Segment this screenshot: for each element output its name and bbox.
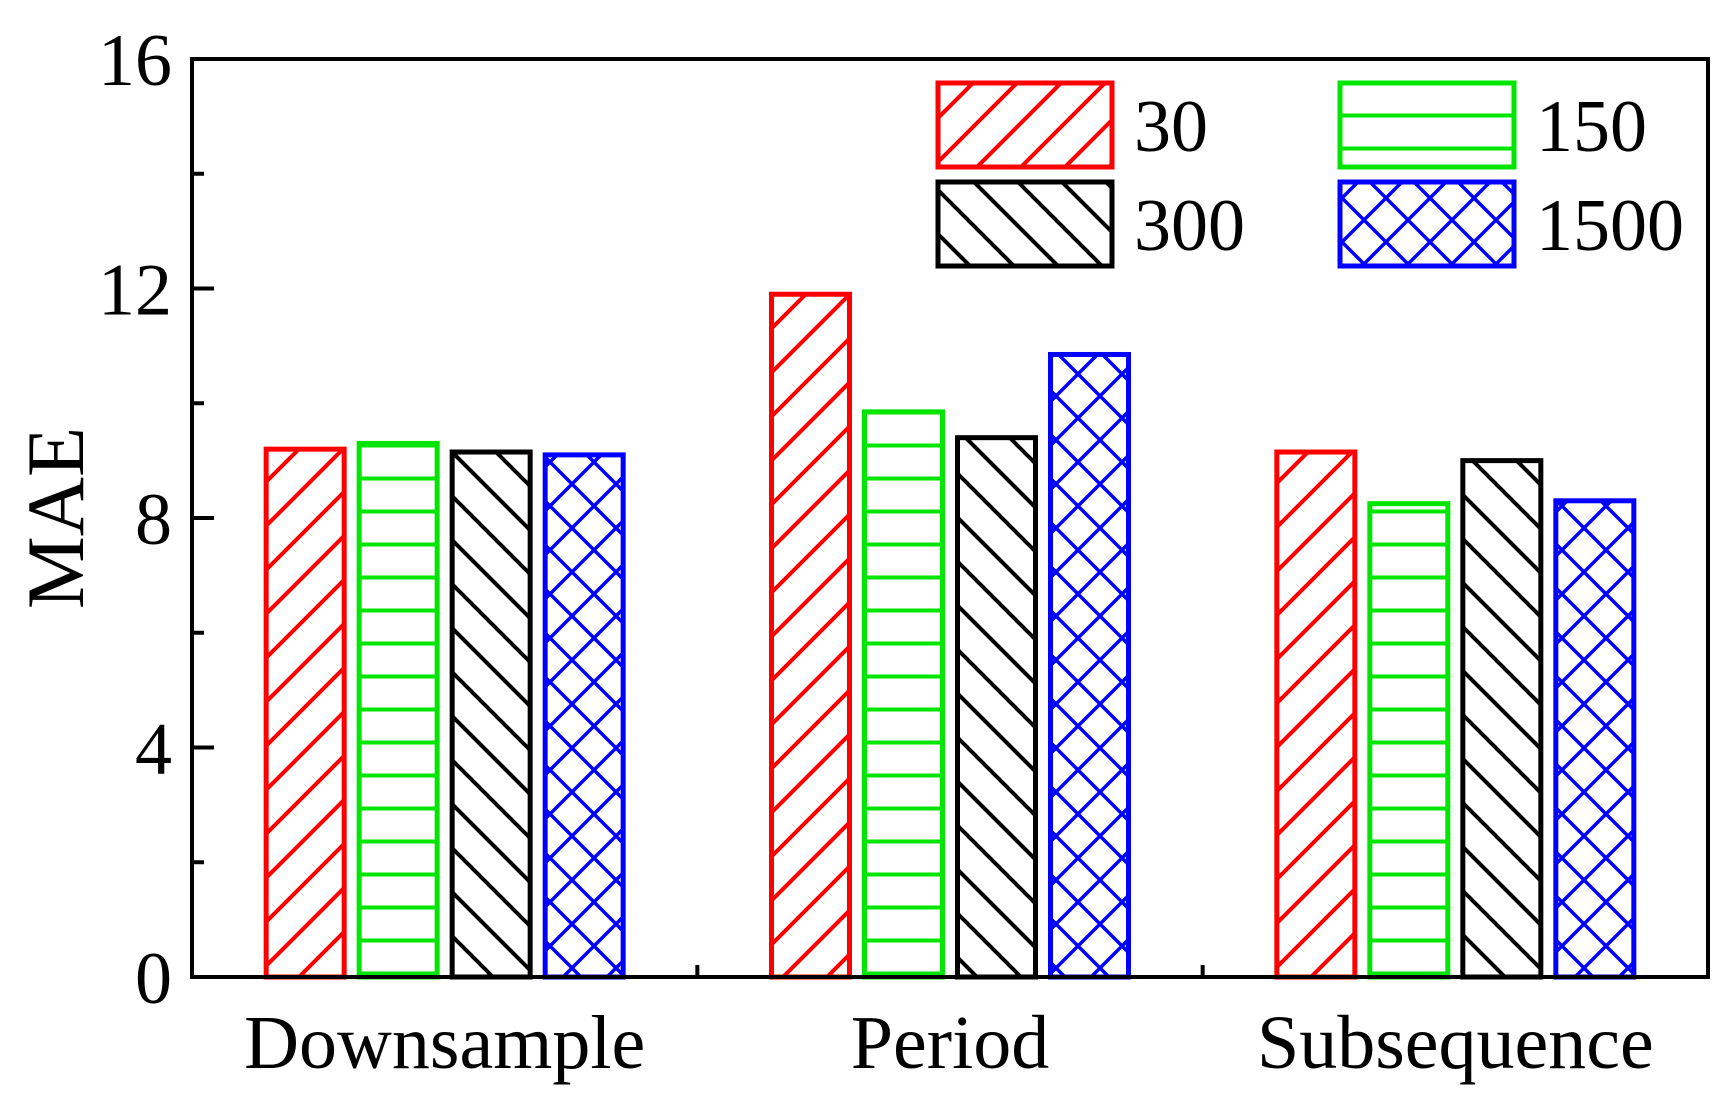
bar-period-150	[862, 409, 945, 980]
bar-downsample-150	[356, 440, 440, 980]
y-tick-label: 0	[135, 938, 172, 1020]
legend: 30 150 300 1500	[935, 80, 1684, 269]
legend-swatch-150	[1337, 80, 1517, 170]
bar-period-30	[769, 291, 852, 980]
x-tick-label-downsample: Downsample	[244, 1001, 645, 1085]
legend-label-300: 300	[1134, 185, 1245, 267]
y-axis-label: MAE	[10, 427, 101, 609]
bar-downsample-30	[263, 446, 347, 980]
y-tick-label: 16	[98, 20, 172, 102]
legend-label-30: 30	[1134, 86, 1208, 168]
bar-period-1500	[1048, 351, 1131, 980]
bar-subsequence-150	[1367, 501, 1451, 980]
legend-label-1500: 1500	[1536, 185, 1684, 267]
y-tick-label: 12	[98, 250, 172, 332]
legend-label-150: 150	[1536, 86, 1647, 168]
bar-subsequence-1500	[1553, 498, 1637, 980]
axes-layer: 0 4 8 12 16 Downsample Period Subsequence	[98, 20, 1654, 1085]
x-tick-label-period: Period	[851, 1001, 1049, 1085]
bar-downsample-1500	[542, 452, 626, 980]
x-tick-label-subsequence: Subsequence	[1257, 1001, 1654, 1085]
legend-swatch-300	[935, 179, 1115, 269]
bar-period-300	[955, 435, 1038, 980]
bar-subsequence-30	[1274, 449, 1358, 980]
bars-layer	[263, 291, 1637, 980]
bar-subsequence-300	[1460, 458, 1544, 980]
bar-downsample-300	[449, 449, 533, 980]
legend-swatch-30	[935, 80, 1115, 170]
y-tick-label: 4	[135, 709, 172, 791]
legend-swatch-1500	[1337, 179, 1517, 269]
y-tick-label: 8	[135, 479, 172, 561]
